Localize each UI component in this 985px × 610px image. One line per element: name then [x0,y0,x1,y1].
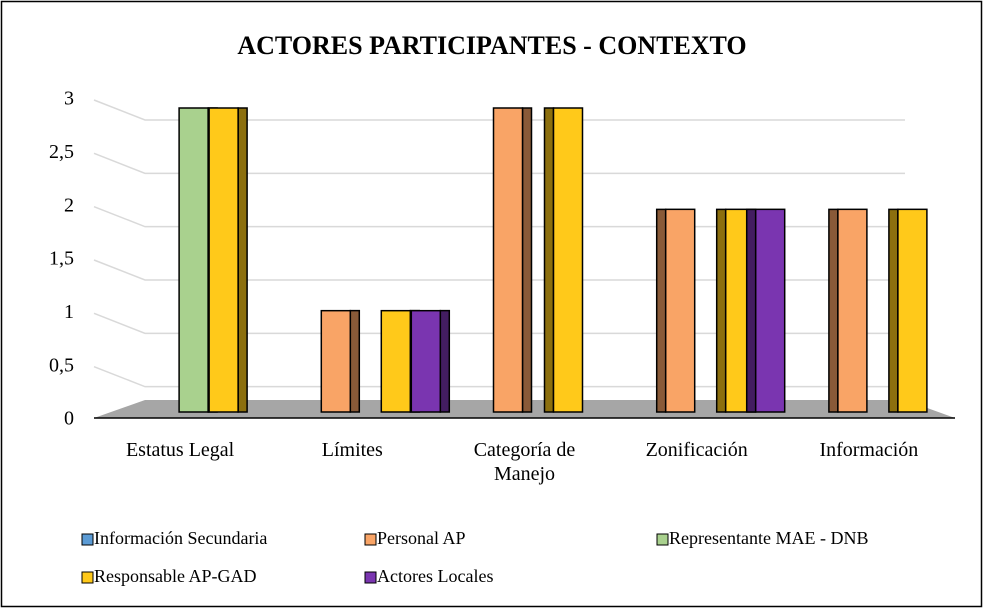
legend-label: Responsable AP-GAD [94,566,257,586]
grid-line [93,312,905,335]
legend-label: Actores Locales [377,566,493,586]
bar [552,107,584,413]
grid-line [93,152,905,175]
bar [897,208,928,413]
y-tick-label: 1,5 [49,248,74,270]
x-tick-label: Categoría de Manejo [473,439,576,485]
y-tick-label: 2 [64,194,74,216]
legend-swatch [364,533,377,546]
x-tick-label: Límites [321,439,383,461]
bar [208,107,239,413]
bar-side [745,208,757,413]
legend-swatch [364,571,377,584]
bar-side [655,208,667,413]
bar [754,208,786,413]
bar-side [543,107,555,413]
bar-side [715,208,727,413]
y-tick-label: 0,5 [49,354,74,376]
grid-line [93,99,905,121]
legend-swatch [656,533,669,546]
y-tick-label: 0 [64,408,74,430]
bar [178,107,209,413]
legend-swatch [81,571,94,584]
bar [380,309,412,413]
bar-side [237,107,248,413]
grid-line [93,205,905,228]
grid-line [93,365,905,388]
bar [492,107,524,413]
x-tick-label: Información [819,439,919,461]
bar [837,208,868,413]
y-tick-label: 1 [64,301,74,323]
bar-side [828,208,839,413]
bar-side [888,208,899,413]
legend-label: Personal AP [377,528,466,548]
grid-line [93,259,905,281]
legend-label: Representante MAE - DNB [669,528,868,548]
bar-side [439,309,451,413]
y-tick-label: 2,5 [49,141,74,163]
bar-side [521,107,533,413]
x-tick-label: Estatus Legal [125,439,235,461]
bar-side [349,309,361,413]
bar [410,309,442,413]
x-tick-label: Zonificación [645,439,748,461]
y-tick-label: 3 [64,88,74,110]
bar [664,208,696,413]
bar [320,309,352,413]
chart-title: ACTORES PARTICIPANTES - CONTEXTO [237,31,746,60]
legend-label: Información Secundaria [94,528,267,548]
legend-swatch [81,533,94,546]
